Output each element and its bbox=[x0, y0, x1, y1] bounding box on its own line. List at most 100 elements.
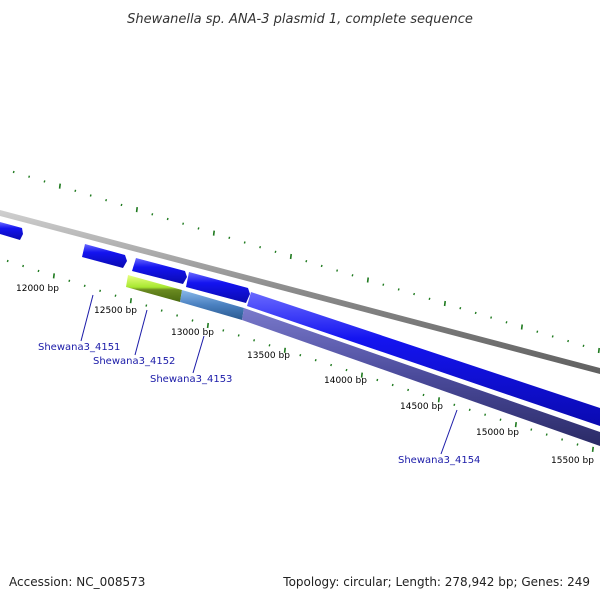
topology-text: Topology: circular; Length: 278,942 bp; … bbox=[283, 575, 590, 589]
minor-tick bbox=[428, 297, 431, 301]
major-tick bbox=[206, 322, 209, 329]
minor-tick bbox=[274, 250, 277, 254]
minor-tick bbox=[105, 198, 108, 202]
major-tick bbox=[129, 298, 132, 304]
major-tick bbox=[289, 253, 292, 260]
minor-tick bbox=[160, 309, 163, 312]
tick-label: 12000 bp bbox=[16, 284, 59, 294]
cds-arrow bbox=[186, 272, 250, 303]
minor-tick bbox=[253, 339, 256, 342]
tick-label: 12500 bp bbox=[94, 306, 137, 316]
minor-tick bbox=[545, 433, 548, 436]
minor-tick bbox=[576, 443, 579, 446]
minor-tick bbox=[176, 314, 179, 317]
major-tick bbox=[58, 183, 61, 189]
major-tick bbox=[366, 277, 369, 283]
minor-tick bbox=[336, 269, 339, 272]
gene-label-shewana3-4153[interactable]: Shewana3_4153 bbox=[150, 374, 232, 385]
major-tick bbox=[283, 347, 286, 353]
map-title: Shewanella sp. ANA-3 plasmid 1, complete… bbox=[127, 12, 473, 27]
minor-tick bbox=[490, 316, 493, 319]
tick-label: 15500 bp bbox=[551, 456, 594, 466]
minor-tick bbox=[243, 241, 246, 244]
cds-arrow bbox=[247, 292, 600, 426]
minor-tick bbox=[145, 304, 148, 307]
tick-label: 14000 bp bbox=[324, 376, 367, 386]
inner-tick-marks bbox=[6, 259, 594, 452]
similarity-hits bbox=[126, 275, 600, 446]
minor-tick bbox=[12, 170, 15, 174]
minor-tick bbox=[536, 330, 539, 333]
minor-tick bbox=[330, 363, 333, 367]
tick-labels: 12000 bp 12500 bp 13000 bp 13500 bp 1400… bbox=[16, 284, 594, 466]
minor-tick bbox=[468, 408, 471, 412]
hit-band-lime bbox=[126, 275, 182, 302]
minor-tick bbox=[89, 194, 92, 197]
minor-tick bbox=[474, 311, 477, 315]
minor-tick bbox=[397, 288, 400, 291]
minor-tick bbox=[567, 339, 570, 343]
accession-text: Accession: NC_008573 bbox=[9, 575, 146, 589]
minor-tick bbox=[74, 189, 77, 193]
minor-tick bbox=[453, 403, 456, 407]
minor-tick bbox=[320, 264, 323, 268]
minor-tick bbox=[351, 274, 354, 277]
minor-tick bbox=[237, 334, 240, 337]
major-tick bbox=[520, 324, 523, 330]
minor-tick bbox=[268, 344, 271, 347]
minor-tick bbox=[422, 393, 425, 397]
hit-band-steel bbox=[180, 290, 244, 320]
minor-tick bbox=[43, 180, 46, 183]
gene-leader-line bbox=[80, 294, 94, 342]
tick-label: 15000 bp bbox=[476, 428, 519, 438]
hit-band-slate bbox=[242, 308, 600, 446]
cds-arrow bbox=[0, 222, 23, 240]
minor-tick bbox=[99, 289, 102, 293]
minor-tick bbox=[345, 368, 348, 372]
major-tick bbox=[591, 446, 594, 452]
minor-tick bbox=[499, 418, 502, 421]
minor-tick bbox=[28, 175, 31, 178]
minor-tick bbox=[413, 292, 416, 296]
minor-tick bbox=[6, 259, 9, 263]
gene-label-shewana3-4152[interactable]: Shewana3_4152 bbox=[93, 356, 175, 367]
minor-tick bbox=[120, 203, 123, 207]
minor-tick bbox=[197, 227, 200, 230]
minor-tick bbox=[561, 438, 564, 441]
minor-tick bbox=[228, 236, 231, 240]
major-tick bbox=[597, 347, 600, 354]
minor-tick bbox=[191, 319, 194, 322]
sequence-backbone bbox=[0, 210, 600, 374]
minor-tick bbox=[182, 222, 185, 225]
minor-tick bbox=[582, 344, 585, 348]
minor-tick bbox=[299, 353, 302, 357]
gene-labels: Shewana3_4151 Shewana3_4152 Shewana3_415… bbox=[38, 342, 480, 466]
minor-tick bbox=[37, 269, 40, 273]
minor-tick bbox=[376, 378, 379, 382]
outer-tick-marks bbox=[12, 170, 600, 354]
minor-tick bbox=[151, 213, 154, 216]
minor-tick bbox=[530, 428, 533, 431]
minor-tick bbox=[314, 358, 317, 362]
tick-label: 13000 bp bbox=[171, 328, 214, 338]
minor-tick bbox=[83, 284, 86, 288]
cds-arrow bbox=[132, 258, 187, 284]
gene-label-shewana3-4154[interactable]: Shewana3_4154 bbox=[398, 455, 480, 466]
major-tick bbox=[514, 422, 517, 428]
minor-tick bbox=[407, 388, 410, 392]
cds-features bbox=[0, 222, 600, 426]
minor-tick bbox=[114, 294, 117, 297]
minor-tick bbox=[505, 321, 508, 324]
cds-arrow bbox=[82, 244, 127, 268]
minor-tick bbox=[259, 245, 262, 249]
gene-leader-line bbox=[134, 309, 148, 356]
minor-tick bbox=[551, 335, 554, 338]
gene-leader-line bbox=[440, 409, 458, 455]
minor-tick bbox=[459, 306, 462, 310]
major-tick bbox=[360, 372, 363, 378]
minor-tick bbox=[68, 279, 71, 283]
minor-tick bbox=[382, 283, 385, 286]
gene-label-shewana3-4151[interactable]: Shewana3_4151 bbox=[38, 342, 120, 353]
major-tick bbox=[437, 397, 440, 403]
minor-tick bbox=[166, 217, 169, 221]
